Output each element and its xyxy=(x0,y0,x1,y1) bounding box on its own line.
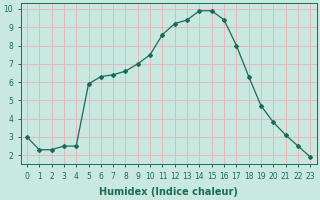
X-axis label: Humidex (Indice chaleur): Humidex (Indice chaleur) xyxy=(99,187,238,197)
